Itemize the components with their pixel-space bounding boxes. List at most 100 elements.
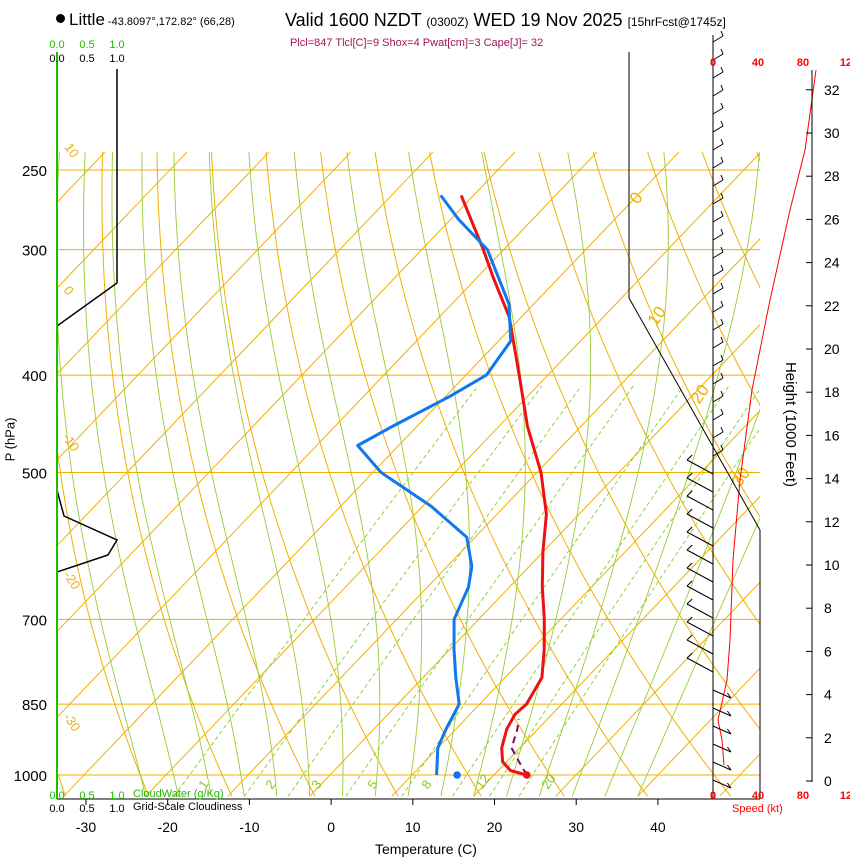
cloudwater-legend: CloudWater (g/Kg)	[133, 788, 224, 800]
wind-barb	[712, 377, 724, 385]
wind-barb	[712, 125, 724, 133]
dry-adiabat-line	[211, 152, 399, 797]
wind-speed-tick-top: 80	[797, 57, 809, 69]
moist-adiabat-line	[637, 517, 760, 797]
cloudiness-scale-bottom: 0.5	[79, 803, 94, 815]
cloudwater-scale-bottom: 0.5	[79, 790, 94, 802]
pressure-tick-label: 300	[22, 243, 47, 260]
x-tick-label: -30	[76, 819, 96, 835]
pressure-tick-label: 850	[22, 697, 47, 714]
grid-layer	[57, 151, 760, 797]
mixing-ratio-line	[345, 385, 634, 797]
station-header: Little -43.8097°,172.82° (66,28)	[56, 10, 235, 30]
moist-adiabat-line	[57, 152, 147, 797]
isotherm-line	[63, 151, 680, 797]
pressure-tick-label: 1000	[14, 768, 47, 785]
dry-adiabat-line	[320, 152, 565, 797]
wind-barb-flag	[686, 526, 693, 533]
forecast-tag: [15hrFcst@1745z]	[627, 15, 726, 29]
wind-barb	[712, 305, 724, 313]
isotherm-line	[227, 238, 760, 797]
wind-barb-flag	[720, 120, 724, 127]
wind-barb-flag	[720, 228, 724, 235]
wind-barb-flag	[720, 156, 724, 163]
surface-temperature-point	[523, 771, 531, 779]
wind-barb-flag	[686, 508, 693, 515]
mixing-ratio-line	[401, 385, 684, 797]
wind-barb	[686, 549, 714, 565]
isotherm-line	[57, 151, 270, 375]
x-tick-label: -20	[158, 819, 178, 835]
pressure-tick-label: 250	[22, 163, 47, 180]
moist-adiabat-label: 20	[687, 381, 713, 407]
wind-barb	[686, 459, 714, 475]
wind-barb-flag	[720, 174, 724, 181]
height-tick-label: 0	[824, 773, 832, 789]
height-tick-label: 12	[824, 514, 840, 530]
dry-adiabat-label: -30	[61, 710, 84, 734]
wind-barb-flag	[720, 408, 724, 415]
wind-barb-flag	[686, 472, 693, 479]
wind-barb	[712, 35, 724, 43]
moist-adiabat-label: 10	[644, 303, 670, 329]
wind-barb-flag	[720, 138, 724, 145]
x-tick-label: -10	[239, 819, 259, 835]
wind-barb-flag	[720, 354, 724, 361]
moist-adiabat-line	[506, 152, 592, 797]
dry-adiabat-line	[483, 152, 760, 731]
wind-barb-flag	[726, 764, 732, 771]
wind-barb-flag	[720, 102, 724, 109]
wind-barb-flag	[720, 372, 724, 379]
right-border-skew-line	[628, 297, 761, 531]
cloudiness-legend: Grid-Scale Cloudiness	[133, 801, 243, 813]
pressure-tick-label: 500	[22, 466, 47, 483]
mixing-ratio-line	[518, 427, 760, 797]
wind-speed-tick-bottom: 0	[710, 790, 716, 802]
wind-barb-flag	[720, 192, 724, 199]
wind-barb	[712, 707, 732, 717]
isotherm-line	[309, 324, 760, 797]
mixing-ratio-label: 20	[538, 771, 559, 791]
cloudwater-scale-top: 0.0	[49, 39, 64, 51]
moist-adiabat-line	[141, 152, 245, 797]
wind-barb	[712, 161, 724, 169]
pressure-tick-label: 700	[22, 612, 47, 629]
dry-adiabat-line	[647, 152, 760, 407]
dry-adiabat-label: 0	[61, 283, 77, 298]
moist-adiabat-line	[538, 152, 669, 797]
cloudwater-scale-bottom: 0.0	[49, 790, 64, 802]
mixing-ratio-line	[287, 385, 582, 797]
wind-barb	[712, 395, 724, 403]
x-tick-label: 40	[650, 819, 666, 835]
isotherm-line	[57, 151, 598, 719]
wind-barb-flag	[720, 336, 724, 343]
wind-barb	[686, 531, 714, 547]
wind-barb	[712, 233, 724, 241]
pressure-tick-label: 400	[22, 368, 47, 385]
dry-adiabat-label: -10	[60, 430, 83, 454]
dry-adiabat-line	[265, 152, 482, 797]
height-tick-label: 6	[824, 643, 832, 659]
dry-adiabat-line	[374, 152, 649, 797]
cloudwater-scale-top: 1.0	[109, 39, 124, 51]
dry-adiabat-line	[101, 152, 233, 797]
wind-barb	[712, 725, 732, 735]
wind-speed-tick-top: 0	[710, 57, 716, 69]
wind-barb-flag	[686, 598, 693, 605]
isotherm-line	[555, 581, 760, 797]
wind-barb	[712, 89, 724, 97]
mixing-ratio-line	[452, 385, 730, 797]
wind-barb	[712, 197, 724, 205]
wind-barb	[712, 689, 732, 699]
wind-speed-tick-top: 12	[840, 57, 850, 69]
height-tick-label: 22	[824, 298, 840, 314]
wind-profile-layer	[686, 30, 817, 798]
wind-barb-flag	[720, 426, 724, 433]
wind-barb	[686, 513, 714, 529]
wind-barb-flag	[720, 318, 724, 325]
dry-adiabat-line	[538, 152, 760, 626]
height-tick-label: 26	[824, 211, 840, 227]
profile-layer	[57, 69, 548, 779]
height-tick-label: 8	[824, 600, 832, 616]
moist-adiabat-line	[111, 152, 212, 797]
